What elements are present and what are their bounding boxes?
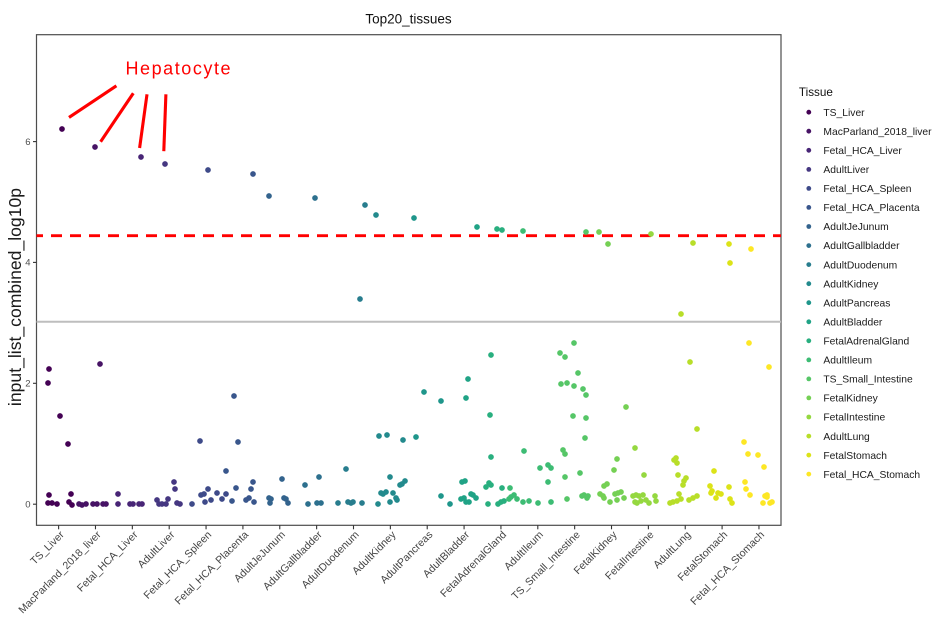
svg-text:AdultLung: AdultLung (823, 432, 870, 443)
svg-text:Tissue: Tissue (799, 86, 833, 99)
svg-text:TS_Small_Intestine: TS_Small_Intestine (823, 375, 913, 386)
svg-text:AdultLiver: AdultLiver (823, 165, 869, 176)
svg-text:FetalAdrenalGland: FetalAdrenalGland (823, 337, 909, 348)
svg-text:input_list_combined_log10p: input_list_combined_log10p (5, 188, 26, 406)
svg-text:AdultPancreas: AdultPancreas (823, 298, 890, 309)
svg-text:Top20_tissues: Top20_tissues (365, 12, 452, 27)
svg-text:AdultDuodenum: AdultDuodenum (823, 260, 897, 271)
svg-text:FetalKidney: FetalKidney (823, 394, 878, 405)
svg-text:AdultGallbladder: AdultGallbladder (823, 241, 900, 252)
svg-text:Hepatocyte: Hepatocyte (126, 58, 233, 78)
svg-text:4: 4 (25, 258, 30, 269)
svg-text:Fetal_HCA_Spleen: Fetal_HCA_Spleen (823, 184, 911, 195)
svg-text:AdultKidney: AdultKidney (823, 279, 879, 290)
svg-text:6: 6 (25, 137, 30, 148)
svg-text:AdultIleum: AdultIleum (823, 356, 872, 367)
svg-text:2: 2 (25, 379, 30, 390)
svg-text:Fetal_HCA_Stomach: Fetal_HCA_Stomach (823, 470, 920, 481)
svg-text:0: 0 (25, 499, 30, 510)
svg-text:AdultBladder: AdultBladder (823, 317, 883, 328)
svg-text:AdultJeJunum: AdultJeJunum (823, 222, 888, 233)
svg-text:Fetal_HCA_Placenta: Fetal_HCA_Placenta (823, 203, 919, 214)
svg-text:MacParland_2018_liver: MacParland_2018_liver (823, 127, 932, 138)
svg-text:Fetal_HCA_Liver: Fetal_HCA_Liver (823, 146, 902, 157)
svg-text:FetalStomach: FetalStomach (823, 451, 887, 462)
svg-text:TS_Liver: TS_Liver (823, 108, 865, 119)
svg-text:FetalIntestine: FetalIntestine (823, 413, 885, 424)
